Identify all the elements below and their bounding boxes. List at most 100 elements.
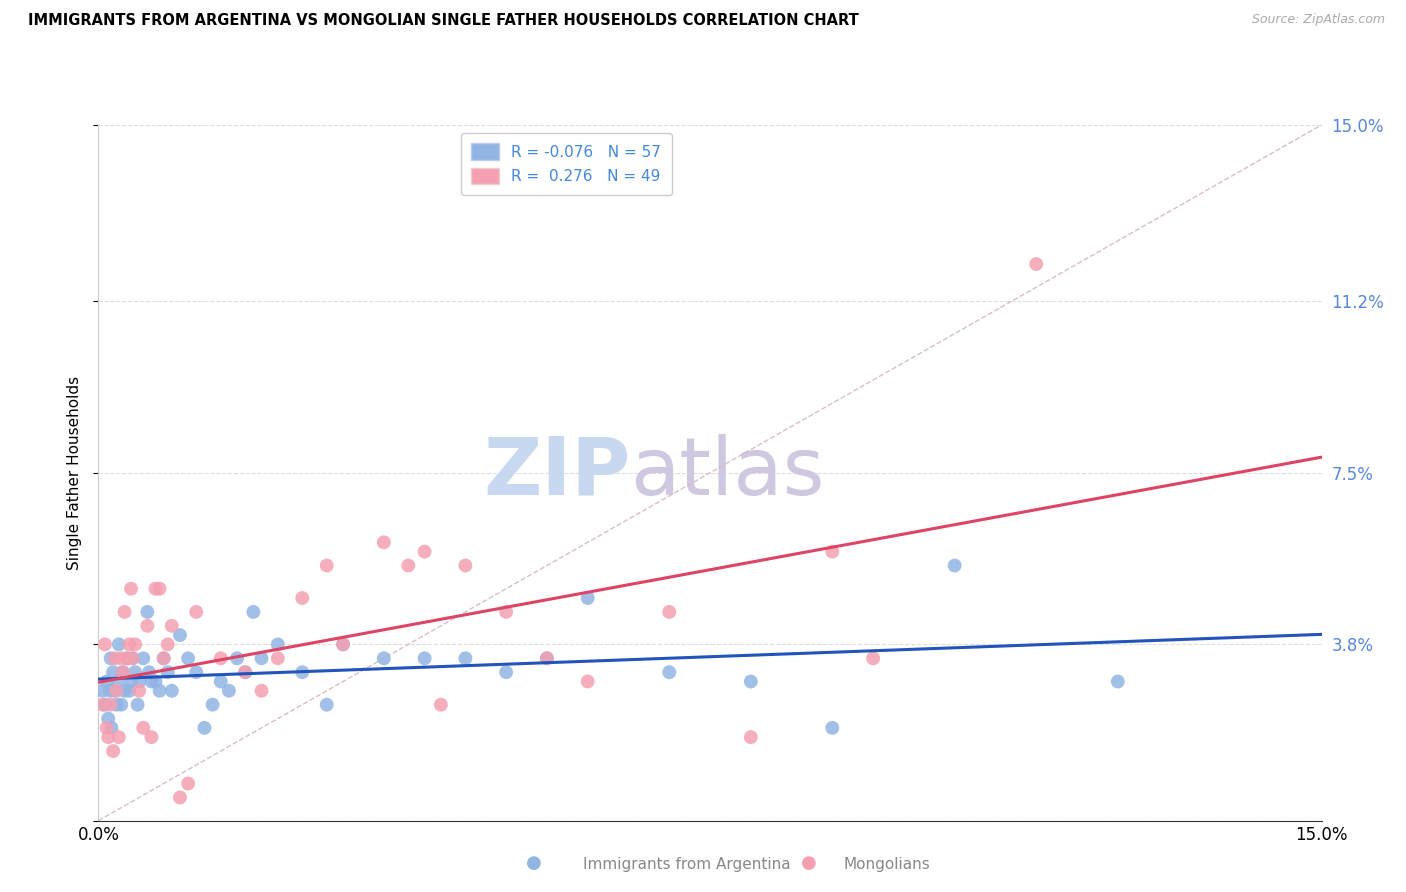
Point [91,698,114,712]
Point [141,674,163,689]
Point [107,674,129,689]
Point [193,721,215,735]
Point [124,665,146,680]
Point [132,721,155,735]
Point [136,619,159,633]
Point [132,651,155,665]
Point [332,637,354,651]
Point [218,683,240,698]
Point [177,776,200,790]
Point [413,651,436,665]
Point [110,651,132,665]
Point [267,651,290,665]
Point [115,651,138,665]
Point [315,558,337,573]
Point [105,698,128,712]
Point [658,605,681,619]
Point [233,665,256,680]
Text: atlas: atlas [630,434,825,512]
Point [943,558,966,573]
Text: ●: ● [800,855,817,872]
Point [94,637,117,651]
Point [430,698,453,712]
Point [315,698,337,712]
Point [149,683,172,698]
Point [576,674,599,689]
Point [141,730,163,744]
Point [250,651,273,665]
Text: IMMIGRANTS FROM ARGENTINA VS MONGOLIAN SINGLE FATHER HOUSEHOLDS CORRELATION CHAR: IMMIGRANTS FROM ARGENTINA VS MONGOLIAN S… [28,13,859,29]
Point [97,712,120,726]
Point [454,558,477,573]
Point [91,683,114,698]
Point [332,637,354,651]
Point [120,582,142,596]
Point [160,683,183,698]
Point [145,582,167,596]
Text: Mongolians: Mongolians [844,857,931,872]
Point [101,665,124,680]
Point [821,721,844,735]
Point [100,698,122,712]
Point [186,605,208,619]
Point [1025,257,1047,271]
Point [118,683,141,698]
Text: ●: ● [526,855,543,872]
Point [495,605,517,619]
Point [136,605,159,619]
Point [96,721,118,735]
Point [152,651,174,665]
Point [413,544,436,558]
Point [138,665,160,680]
Point [104,683,127,698]
Point [114,605,136,619]
Point [110,698,132,712]
Point [291,665,314,680]
Point [267,637,290,651]
Point [96,674,118,689]
Point [186,665,208,680]
Point [226,651,249,665]
Point [94,698,117,712]
Point [209,651,232,665]
Point [373,651,395,665]
Text: Source: ZipAtlas.com: Source: ZipAtlas.com [1251,13,1385,27]
Point [177,651,200,665]
Point [160,619,183,633]
Point [201,698,224,712]
Point [396,558,419,573]
Point [105,683,128,698]
Point [111,665,134,680]
Point [115,651,138,665]
Point [98,683,121,698]
Point [100,721,122,735]
Point [233,665,256,680]
Point [118,637,141,651]
Point [121,651,143,665]
Point [120,674,142,689]
Point [156,637,179,651]
Point [658,665,681,680]
Point [128,683,150,698]
Text: ZIP: ZIP [484,434,630,512]
Point [100,651,122,665]
Point [145,674,167,689]
Point [536,651,558,665]
Point [862,651,884,665]
Point [156,665,179,680]
Point [576,591,599,605]
Point [111,665,134,680]
Point [454,651,477,665]
Point [740,674,762,689]
Legend: R = -0.076   N = 57, R =  0.276   N = 49: R = -0.076 N = 57, R = 0.276 N = 49 [461,133,672,194]
Point [124,637,146,651]
Text: Immigrants from Argentina: Immigrants from Argentina [583,857,792,872]
Point [536,651,558,665]
Point [108,730,131,744]
Point [97,730,120,744]
Point [373,535,395,549]
Point [821,544,844,558]
Point [104,651,127,665]
Point [149,582,172,596]
Point [250,683,273,698]
